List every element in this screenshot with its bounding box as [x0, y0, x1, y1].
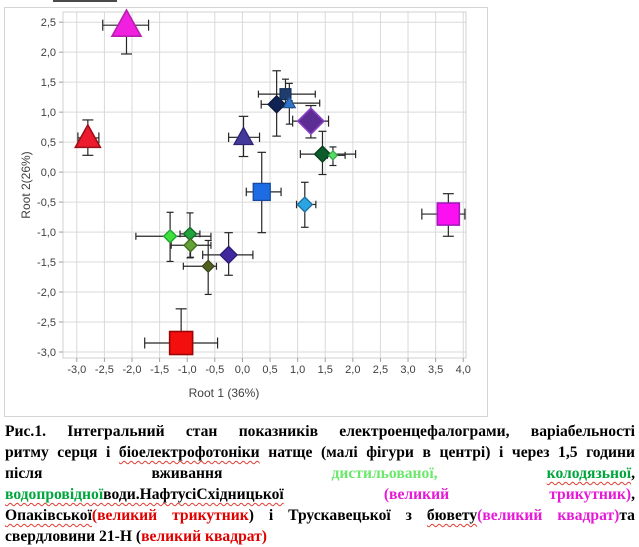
caption-segment: біоелектрофотоніки — [118, 444, 260, 461]
marker-navy-square-small — [279, 88, 292, 101]
caption-segment: колодязьної — [546, 465, 632, 482]
y-tick-label: 0,0 — [41, 167, 56, 179]
caption-segment: води.НафтусіСхідницької — [103, 486, 284, 503]
error-bars — [77, 19, 466, 349]
y-tick-label: 2,0 — [41, 47, 56, 59]
y-tick-label: 1,5 — [41, 77, 56, 89]
caption-segment: , — [631, 465, 635, 482]
caption-segment: (великий трикутник) — [383, 486, 632, 503]
y-tick-label: 1,0 — [41, 107, 56, 119]
marker-violet-diamond — [219, 245, 239, 265]
caption-segment — [284, 486, 384, 503]
marker-magenta-square-large — [436, 202, 461, 226]
caption-line: водопровідноїводи.НафтусіСхідницької (ве… — [5, 484, 635, 505]
x-tick-label: 2,5 — [373, 364, 388, 376]
marker-blue-triangle-small — [282, 95, 297, 109]
x-tick-label: 2,0 — [345, 364, 360, 376]
caption-segment: ) і Трускавецької з — [248, 507, 427, 524]
caption-segment: Опаківської — [5, 507, 92, 524]
caption-line: Рис.1. Інтегральний стан показників елек… — [5, 421, 635, 442]
caption-segment: свердловини 21-Н ( — [5, 528, 142, 545]
caption-segment: після вживання — [5, 465, 332, 482]
x-tick-label: 1,5 — [318, 364, 333, 376]
caption-segment: та — [619, 507, 635, 524]
marker-blue-square — [252, 182, 271, 202]
y-axis-title: Root 2(26%) — [19, 151, 33, 218]
caption-segment: водопровідної — [5, 486, 104, 503]
chart-frame: 2,5 2,0 1,5 1,0 0,5 0,0 -0,5 -1,0 -1,5 -2,0 -2,5 -3… — [4, 7, 488, 417]
caption-line: після вживання дистильованої, колодязьно… — [5, 463, 635, 484]
caption-segment: Рис.1. Інтегральний стан показників елек… — [5, 423, 635, 440]
caption-segment: бювету — [426, 507, 478, 524]
marker-bright-green-diamond — [162, 228, 178, 244]
tick-marks — [59, 21, 464, 362]
marker-red-triangle-large — [73, 123, 102, 149]
x-tick-label: -2,0 — [123, 364, 142, 376]
caption-segment: , — [631, 486, 635, 503]
x-tick-label: -1,5 — [150, 364, 169, 376]
y-tick-label: -2,0 — [37, 287, 56, 299]
caption-segment: ритму серця і — [5, 444, 119, 461]
caption-segment — [438, 465, 547, 482]
x-tick-label: -1,0 — [178, 364, 197, 376]
marker-indigo-triangle — [232, 126, 255, 146]
y-tick-label: -3,0 — [37, 347, 56, 359]
crop-artifact-line — [53, 0, 117, 2]
x-tick-label: -3,0 — [67, 364, 86, 376]
x-tick-label: 0,0 — [235, 364, 250, 376]
caption-line: Опаківської(великий трикутник) і Трускав… — [5, 505, 635, 526]
caption-segment: (великий квадрат) — [477, 507, 620, 524]
marker-dark-green-diamond — [313, 145, 332, 164]
x-tick-label: 1,0 — [290, 364, 305, 376]
x-tick-label: 3,0 — [400, 364, 415, 376]
figure-caption: Рис.1. Інтегральний стан показників елек… — [5, 421, 635, 547]
x-axis-title: Root 1 (36%) — [189, 386, 260, 400]
marker-cyan-diamond — [296, 196, 314, 213]
y-tick-label: -1,0 — [37, 227, 56, 239]
caption-segment: натще (малі фігури в центрі) і через 1,5… — [259, 444, 635, 461]
x-tick-label: 4,0 — [456, 364, 471, 376]
x-tick-label: -2,5 — [95, 364, 114, 376]
plot-border — [62, 11, 467, 359]
marker-red-square-large — [168, 330, 194, 356]
data-markers — [73, 8, 461, 356]
x-tick-label: 3,5 — [428, 364, 443, 376]
y-tick-label: 2,5 — [41, 17, 56, 29]
marker-light-green-diamond-small — [327, 150, 339, 161]
y-tick-label: -0,5 — [37, 197, 56, 209]
marker-purple-diamond-large — [296, 107, 326, 136]
caption-line: ритму серця і біоелектрофотоніки натще (… — [5, 442, 635, 463]
marker-olive-diamond — [183, 237, 198, 253]
marker-magenta-triangle-large — [110, 8, 143, 37]
caption-segment: (великий трикутник — [91, 507, 249, 524]
tick-labels: 2,5 2,0 1,5 1,0 0,5 0,0 -0,5 -1,0 -1,5 -2,0 -2,5 -3… — [37, 17, 471, 376]
caption-line: свердловини 21-Н (великий квадрат) — [5, 526, 635, 547]
y-tick-label: -1,5 — [37, 257, 56, 269]
scatter-plot: 2,5 2,0 1,5 1,0 0,5 0,0 -0,5 -1,0 -1,5 -2,0 -2,5 -3… — [19, 8, 471, 400]
marker-dark-olive-diamond — [201, 259, 215, 274]
x-tick-label: -0,5 — [205, 364, 224, 376]
caption-segment: дистильованої, — [331, 465, 438, 482]
y-tick-label: 0,5 — [41, 137, 56, 149]
y-tick-label: -2,5 — [37, 317, 56, 329]
gridlines — [62, 11, 467, 359]
caption-segment: великий квадрат) — [141, 528, 268, 545]
x-tick-label: 0,5 — [262, 364, 277, 376]
